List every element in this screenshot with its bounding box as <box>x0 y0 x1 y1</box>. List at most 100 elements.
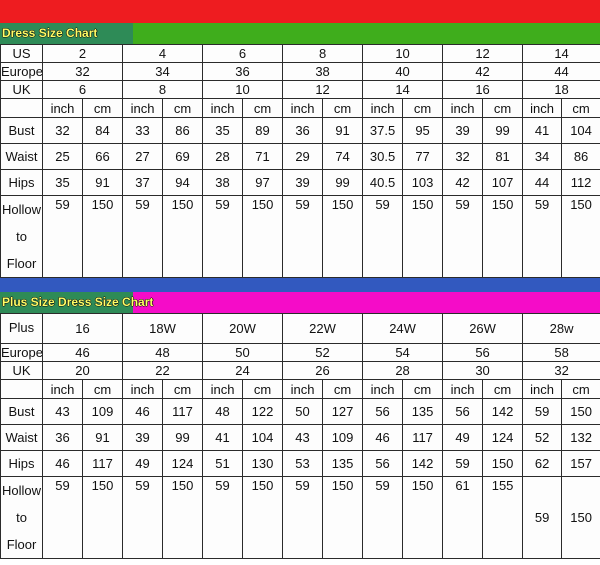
value-cell: 91 <box>323 118 363 144</box>
size-europe-2: 50 <box>203 344 283 362</box>
row-label-waist: Waist <box>1 144 43 170</box>
value-cell: 94 <box>163 170 203 196</box>
value-cell: 59 <box>123 196 163 278</box>
unit-row-corner <box>1 99 43 118</box>
size-system-row-plus: PlusSize1618W20W22W24W26W28w <box>1 314 600 344</box>
value-cell: 37 <box>123 170 163 196</box>
value-cell: 25 <box>43 144 83 170</box>
value-cell: 43 <box>43 399 83 425</box>
value-cell: 56 <box>443 399 483 425</box>
value-cell: 91 <box>83 170 123 196</box>
value-cell: 71 <box>243 144 283 170</box>
value-cell: 107 <box>483 170 523 196</box>
value-cell: 86 <box>562 144 600 170</box>
size-europe-0: 32 <box>43 63 123 81</box>
row-label-waist: Waist <box>1 425 43 451</box>
value-cell: 59 <box>523 477 562 559</box>
value-cell: 59 <box>443 451 483 477</box>
unit-header-cm-5: cm <box>483 99 523 118</box>
unit-header-inch-6: inch <box>523 380 562 399</box>
value-cell: 59 <box>43 477 83 559</box>
value-cell: 77 <box>403 144 443 170</box>
value-cell: 50 <box>283 399 323 425</box>
unit-row-corner <box>1 380 43 399</box>
size-uk-1: 22 <box>123 362 203 380</box>
unit-header-cm-0: cm <box>83 99 123 118</box>
value-cell: 39 <box>123 425 163 451</box>
value-cell: 49 <box>123 451 163 477</box>
row-label-europe: Europe <box>1 344 43 362</box>
unit-header-cm-6: cm <box>562 99 600 118</box>
title-patch-1: Dress Size Chart <box>0 23 133 44</box>
unit-header-cm-2: cm <box>243 380 283 399</box>
size-plus-6: 28w <box>523 314 600 344</box>
value-cell: 89 <box>243 118 283 144</box>
value-cell: 59 <box>523 399 562 425</box>
dress-size-chart-title: Dress Size Chart <box>0 23 97 44</box>
value-cell: 59 <box>443 196 483 278</box>
value-cell: 29 <box>283 144 323 170</box>
size-us-1: 4 <box>123 45 203 63</box>
size-us-4: 10 <box>363 45 443 63</box>
value-cell: 62 <box>523 451 562 477</box>
value-cell: 59 <box>203 196 243 278</box>
value-cell: 109 <box>323 425 363 451</box>
value-cell: 52 <box>523 425 562 451</box>
value-cell: 135 <box>403 399 443 425</box>
unit-header-cm-1: cm <box>163 380 203 399</box>
value-cell: 142 <box>403 451 443 477</box>
value-cell: 32 <box>443 144 483 170</box>
row-label-uk: UK <box>1 81 43 99</box>
value-cell: 59 <box>203 477 243 559</box>
value-cell: 38 <box>203 170 243 196</box>
value-cell: 150 <box>483 451 523 477</box>
value-cell: 49 <box>443 425 483 451</box>
value-cell: 61 <box>443 477 483 559</box>
value-cell: 39 <box>283 170 323 196</box>
size-uk-4: 14 <box>363 81 443 99</box>
unit-header-inch-0: inch <box>43 99 83 118</box>
value-cell: 51 <box>203 451 243 477</box>
unit-header-inch-1: inch <box>123 99 163 118</box>
unit-header-inch-6: inch <box>523 99 562 118</box>
value-cell: 35 <box>203 118 243 144</box>
value-cell: 117 <box>83 451 123 477</box>
dress-size-chart-title-band: Dress Size Chart <box>0 23 600 44</box>
value-cell: 150 <box>562 477 600 559</box>
value-cell: 150 <box>163 477 203 559</box>
row-label-us: US <box>1 45 43 63</box>
value-cell: 53 <box>283 451 323 477</box>
unit-header-inch-2: inch <box>203 99 243 118</box>
value-cell: 46 <box>43 451 83 477</box>
value-cell: 150 <box>243 196 283 278</box>
value-cell: 59 <box>123 477 163 559</box>
unit-header-inch-3: inch <box>283 99 323 118</box>
size-europe-0: 46 <box>43 344 123 362</box>
value-cell: 30.5 <box>363 144 403 170</box>
size-europe-4: 40 <box>363 63 443 81</box>
size-uk-6: 18 <box>523 81 600 99</box>
bottom-spacer <box>0 559 600 565</box>
value-cell: 40.5 <box>363 170 403 196</box>
size-europe-1: 34 <box>123 63 203 81</box>
row-label-hips: Hips <box>1 451 43 477</box>
value-cell: 28 <box>203 144 243 170</box>
size-us-2: 6 <box>203 45 283 63</box>
value-cell: 150 <box>403 477 443 559</box>
value-cell: 127 <box>323 399 363 425</box>
value-cell: 69 <box>163 144 203 170</box>
plus-size-chart-table: PlusSize1618W20W22W24W26W28wEurope464850… <box>0 313 600 559</box>
size-plus-2: 20W <box>203 314 283 344</box>
value-cell: 39 <box>443 118 483 144</box>
value-cell: 99 <box>323 170 363 196</box>
value-cell: 150 <box>83 196 123 278</box>
size-plus-5: 26W <box>443 314 523 344</box>
